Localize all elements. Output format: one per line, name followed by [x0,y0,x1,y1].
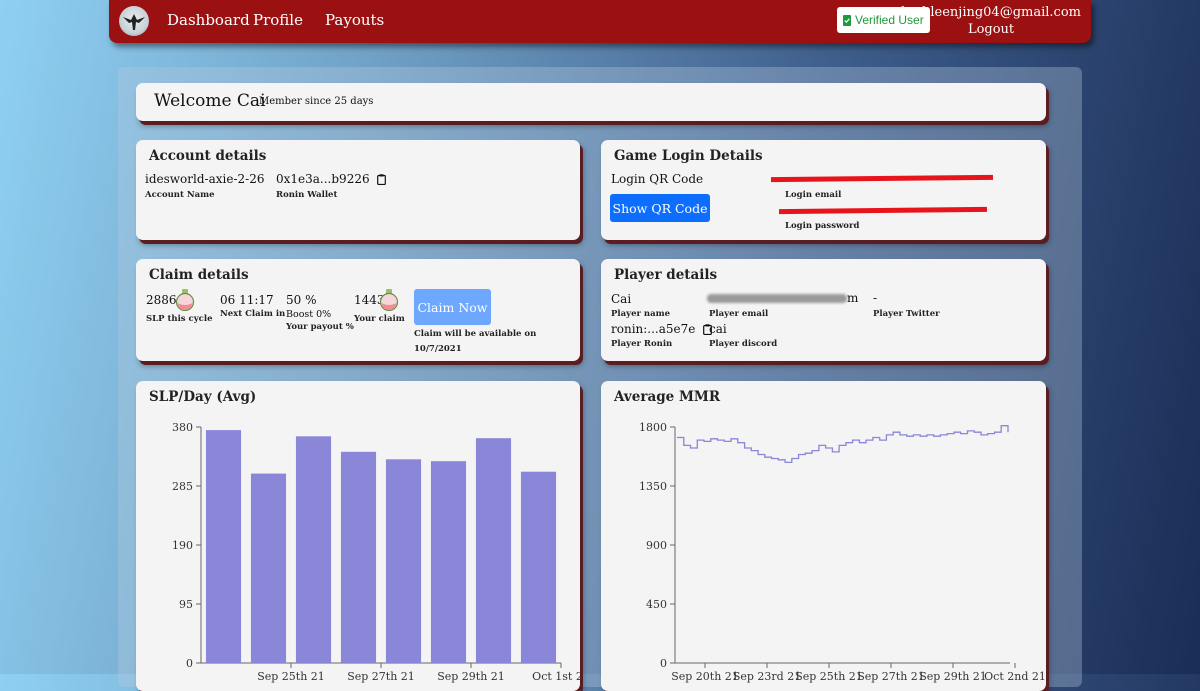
slp-bar [430,461,467,663]
player-twitter-label: Player Twitter [873,309,940,319]
player-twitter-value: - [873,291,878,305]
slp-y-tick-label: 285 [172,480,193,493]
login-password-label: Login password [785,221,860,231]
mmr-x-tick-label: Sep 29th 21 [919,670,987,683]
slp-potion-icon [175,289,195,311]
mmr-x-tick-label: Sep 25th 21 [795,670,863,683]
player-ronin-value: ronin:...a5e7e [611,322,713,336]
slp-bar [340,451,377,663]
claim-now-button[interactable]: Claim Now [414,289,491,325]
login-email-redacted [770,174,994,183]
boost-value: Boost 0% [286,309,332,320]
nav-dashboard-link[interactable]: Dashboard [167,11,250,29]
player-ronin-label: Player Ronin [611,339,673,349]
account-details-title: Account details [149,148,267,164]
mmr-y-tick-label: 450 [646,598,667,611]
slp-bar [295,436,332,663]
payout-percent-label: Your payout % [286,322,354,332]
mmr-x-tick-label: Sep 20th 21 [671,670,739,683]
ronin-wallet-value: 0x1e3a...b9226 [276,172,387,186]
game-login-title: Game Login Details [614,148,763,164]
claim-availability-date: 10/7/2021 [414,344,462,354]
mmr-x-tick-label: Sep 27th 21 [857,670,925,683]
slp-x-tick-label: Sep 29th 21 [437,670,505,683]
verified-user-badge: Verified User [837,7,930,33]
game-login-card: Game Login Details Login QR Code Show QR… [601,140,1046,240]
slp-x-tick-label: Oct 1st 21 [532,670,580,683]
logo-icon[interactable] [119,6,149,36]
mmr-y-tick-label: 900 [646,539,667,552]
show-qr-button[interactable]: Show QR Code [610,194,710,222]
slp-bar-chart: 0 95 190 285 380 Sep 25th 21 Sep 27th 21 Sep 29… [172,421,580,683]
login-email-label: Login email [785,190,842,200]
account-details-card: Account details idesworld-axie-2-26 Acco… [136,140,580,240]
verified-badge-icon [843,14,851,26]
account-name-label: Account Name [145,190,215,200]
welcome-title: Welcome Cai [154,91,266,111]
slp-bar [520,471,557,663]
claim-details-title: Claim details [149,267,249,283]
slp-bar [205,430,242,663]
slp-bar [250,473,287,663]
slp-y-tick-label: 95 [179,598,193,611]
slp-x-tick-label: Sep 27th 21 [347,670,415,683]
ronin-wallet-label: Ronin Wallet [276,190,338,200]
nav-profile-link[interactable]: Profile [253,11,303,29]
slp-y-tick-label: 0 [186,657,193,670]
login-password-redacted [778,206,988,215]
player-email-suffix: m [847,291,859,305]
user-email: kathleenjing04@gmail.com [901,5,1081,20]
mmr-chart-card: Average MMR 0 450 900 1350 1800 Sep 20th 21 Se… [601,381,1046,691]
payout-percent-value: 50 % [286,293,317,307]
slp-y-tick-label: 190 [172,539,193,552]
logout-link[interactable]: Logout [967,22,1015,37]
player-name-value: Cai [611,292,632,306]
copy-wallet-icon[interactable] [377,174,387,185]
verified-label: Verified User [855,13,924,27]
account-name-value: idesworld-axie-2-26 [145,172,265,186]
login-qr-label: Login QR Code [611,172,704,186]
claim-details-card: Claim details 2886 SLP this cycle 06 11:… [136,259,580,361]
slp-chart-card: SLP/Day (Avg) 0 95 190 285 380 Sep 25th 21 Sep… [136,381,580,691]
nav-payouts-link[interactable]: Payouts [325,11,385,29]
claim-availability-note: Claim will be available on [414,329,537,339]
slp-y-tick-label: 380 [172,421,193,434]
player-ronin-text: ronin:...a5e7e [611,322,696,336]
player-discord-value: cai [709,322,727,336]
slp-cycle-label: SLP this cycle [146,314,213,324]
slp-chart-title: SLP/Day (Avg) [149,389,257,405]
slp-bar [475,438,512,663]
ronin-wallet-text: 0x1e3a...b9226 [276,172,370,186]
slp-x-tick-label: Sep 25th 21 [257,670,325,683]
player-details-title: Player details [614,267,718,283]
next-claim-value: 06 11:17 [220,293,274,307]
welcome-card: Welcome Cai Member since 25 days [136,83,1046,121]
your-claim-value: 1443 [354,293,385,307]
mmr-chart-title: Average MMR [614,389,721,405]
slp-cycle-value: 2886 [146,293,177,307]
copy-ronin-icon[interactable] [703,324,713,335]
player-email-label: Player email [709,309,769,319]
mmr-y-tick-label: 1800 [639,421,667,434]
mmr-y-tick-label: 0 [660,657,667,670]
mmr-y-tick-label: 1350 [639,480,667,493]
your-claim-label: Your claim [354,314,405,324]
player-discord-label: Player discord [709,339,778,349]
player-details-card: Player details Cai Player name m Player … [601,259,1046,361]
player-email-blurred [707,294,847,303]
mmr-x-tick-label: Sep 23rd 21 [733,670,801,683]
member-since: Member since 25 days [259,96,374,107]
claim-potion-icon [379,289,399,311]
mmr-x-tick-label: Oct 2nd 21 [984,670,1046,683]
slp-bar [385,459,422,663]
top-navbar: Dashboard Profile Payouts Verified User … [109,0,1091,43]
mmr-line-series [677,425,1009,464]
user-menu: kathleenjing04@gmail.com Logout [901,4,1081,38]
player-name-label: Player name [611,309,671,319]
next-claim-label: Next Claim in [220,309,286,319]
